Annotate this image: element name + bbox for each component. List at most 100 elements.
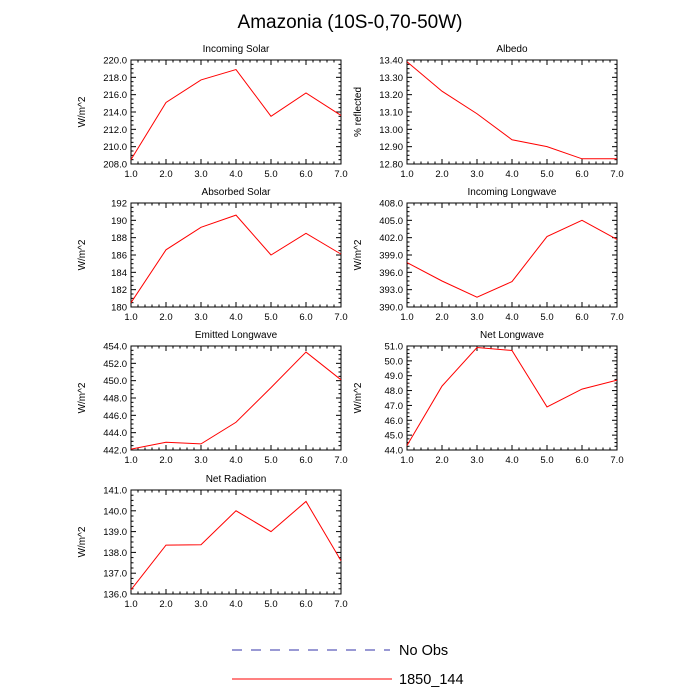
y-tick-label: 212.0 xyxy=(103,125,127,136)
y-tick-label: 140.0 xyxy=(103,506,127,517)
x-tick-label: 1.0 xyxy=(124,455,137,466)
y-tick-label: 12.80 xyxy=(379,160,403,171)
x-tick-label: 3.0 xyxy=(470,312,483,323)
y-tick-label: 216.0 xyxy=(103,90,127,101)
panel-title: Albedo xyxy=(496,44,528,55)
y-axis-label: W/m^2 xyxy=(353,382,364,413)
y-tick-label: 13.10 xyxy=(379,108,403,119)
x-tick-label: 2.0 xyxy=(435,169,448,180)
y-tick-label: 141.0 xyxy=(103,486,127,497)
y-tick-label: 186 xyxy=(111,251,127,262)
panel-title: Emitted Longwave xyxy=(195,330,278,341)
x-tick-label: 2.0 xyxy=(159,169,172,180)
y-axis-label: W/m^2 xyxy=(77,96,88,127)
y-tick-label: 136.0 xyxy=(103,590,127,601)
series-line-1850-144 xyxy=(130,500,342,591)
x-tick-label: 2.0 xyxy=(159,455,172,466)
y-tick-label: 214.0 xyxy=(103,108,127,119)
x-tick-label: 7.0 xyxy=(610,312,623,323)
y-tick-label: 399.0 xyxy=(379,251,403,262)
x-tick-label: 4.0 xyxy=(505,169,518,180)
x-tick-label: 3.0 xyxy=(194,455,207,466)
y-axis-label: W/m^2 xyxy=(77,382,88,413)
x-tick-label: 7.0 xyxy=(334,312,347,323)
y-tick-label: 448.0 xyxy=(103,394,127,405)
x-tick-label: 4.0 xyxy=(229,312,242,323)
x-tick-label: 2.0 xyxy=(435,312,448,323)
y-tick-label: 192 xyxy=(111,199,127,210)
y-tick-label: 450.0 xyxy=(103,376,127,387)
y-tick-label: 44.0 xyxy=(385,446,404,457)
x-tick-label: 5.0 xyxy=(264,599,277,610)
x-tick-label: 4.0 xyxy=(229,169,242,180)
x-tick-label: 4.0 xyxy=(229,455,242,466)
plot-frame xyxy=(406,59,618,165)
y-tick-label: 12.90 xyxy=(379,142,403,153)
series-line-1850-144 xyxy=(130,214,342,303)
x-tick-label: 4.0 xyxy=(229,599,242,610)
x-tick-label: 7.0 xyxy=(334,169,347,180)
y-axis-label: W/m^2 xyxy=(353,239,364,270)
x-tick-label: 7.0 xyxy=(610,455,623,466)
y-tick-label: 442.0 xyxy=(103,446,127,457)
plot-frame xyxy=(130,489,342,595)
y-tick-label: 46.0 xyxy=(385,416,404,427)
panel-title: Absorbed Solar xyxy=(202,187,272,198)
y-tick-label: 13.40 xyxy=(379,56,403,67)
x-tick-label: 7.0 xyxy=(334,455,347,466)
panel-absorbed-solar: Absorbed Solar W/m^2 1.0 2.0 3.0 4.0 5.0 6.0 7.0… xyxy=(77,187,348,323)
x-tick-label: 5.0 xyxy=(540,455,553,466)
y-tick-label: 180 xyxy=(111,303,127,314)
y-tick-label: 138.0 xyxy=(103,548,127,559)
legend-1850-144-label: 1850_144 xyxy=(399,672,464,688)
y-tick-label: 454.0 xyxy=(103,342,127,353)
series-line-1850-144 xyxy=(406,219,618,298)
x-tick-label: 6.0 xyxy=(299,455,312,466)
x-tick-label: 6.0 xyxy=(575,169,588,180)
y-tick-label: 452.0 xyxy=(103,359,127,370)
panel-emitted-longwave: Emitted Longwave W/m^2 1.0 2.0 3.0 4.0 5.0 6.0 7… xyxy=(77,330,348,466)
x-tick-label: 1.0 xyxy=(400,312,413,323)
y-tick-label: 13.00 xyxy=(379,125,403,136)
panel-title: Incoming Longwave xyxy=(468,187,557,198)
x-tick-label: 6.0 xyxy=(299,169,312,180)
panel-title: Net Radiation xyxy=(206,474,267,485)
x-tick-label: 5.0 xyxy=(264,169,277,180)
x-tick-label: 4.0 xyxy=(505,455,518,466)
panel-incoming-solar: Incoming Solar W/m^2 1.0 2.0 3.0 4.0 5.0 6.0 7.0… xyxy=(77,44,348,180)
figure-title: Amazonia (10S-0,70-50W) xyxy=(238,12,463,33)
y-tick-label: 13.30 xyxy=(379,73,403,84)
panel-albedo: Albedo % reflected 1.0 2.0 3.0 4.0 5.0 6.0 7.0 12… xyxy=(353,44,624,180)
plot-frame xyxy=(406,345,618,451)
y-tick-label: 402.0 xyxy=(379,233,403,244)
y-tick-label: 137.0 xyxy=(103,569,127,580)
y-tick-label: 446.0 xyxy=(103,411,127,422)
panel-incoming-longwave: Incoming Longwave W/m^2 1.0 2.0 3.0 4.0 5.0 6.0… xyxy=(353,187,624,323)
legend: No Obs 1850_144 xyxy=(232,643,464,688)
x-tick-label: 1.0 xyxy=(400,455,413,466)
x-tick-label: 3.0 xyxy=(194,599,207,610)
x-tick-label: 1.0 xyxy=(400,169,413,180)
plot-frame xyxy=(406,202,618,308)
x-tick-label: 3.0 xyxy=(470,455,483,466)
x-tick-label: 7.0 xyxy=(610,169,623,180)
y-tick-label: 220.0 xyxy=(103,56,127,67)
y-tick-label: 188 xyxy=(111,233,127,244)
panel-title: Incoming Solar xyxy=(203,44,270,55)
plot-frame xyxy=(130,345,342,451)
x-tick-label: 6.0 xyxy=(299,599,312,610)
series-line-1850-144 xyxy=(406,61,617,160)
y-tick-label: 444.0 xyxy=(103,428,127,439)
y-axis-label: % reflected xyxy=(353,87,364,137)
x-tick-label: 3.0 xyxy=(470,169,483,180)
x-tick-label: 5.0 xyxy=(264,455,277,466)
x-tick-label: 1.0 xyxy=(124,599,137,610)
x-tick-label: 6.0 xyxy=(575,312,588,323)
y-tick-label: 50.0 xyxy=(385,356,404,367)
y-tick-label: 45.0 xyxy=(385,431,404,442)
y-tick-label: 408.0 xyxy=(379,199,403,210)
y-tick-label: 47.0 xyxy=(385,401,404,412)
y-tick-label: 208.0 xyxy=(103,160,127,171)
series-line-1850-144 xyxy=(406,346,618,446)
